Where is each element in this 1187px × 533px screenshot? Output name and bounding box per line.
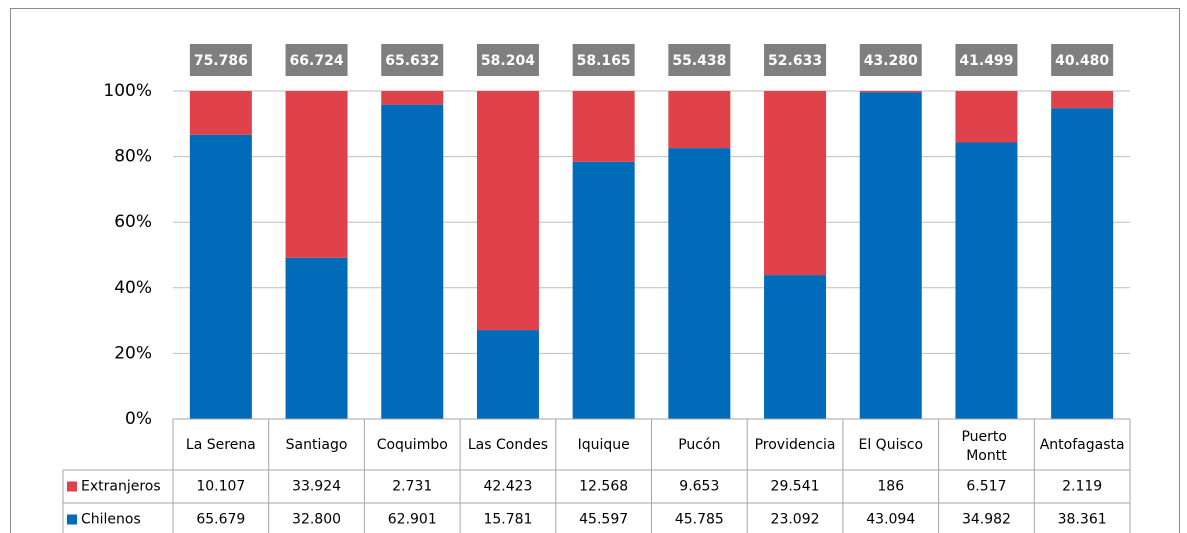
bar-segment — [1051, 108, 1114, 419]
y-tick-label: 0% — [125, 409, 152, 429]
table-cell: 23.092 — [771, 512, 820, 528]
y-tick-label: 80% — [114, 147, 152, 167]
table-cell: 32.800 — [292, 512, 341, 528]
x-tick-label: Santiago — [286, 437, 348, 453]
total-label-box — [1051, 44, 1114, 76]
total-label-box — [476, 44, 539, 76]
table-cell: 186 — [877, 479, 904, 495]
table-cell: 10.107 — [196, 479, 245, 495]
table-cell: 45.785 — [675, 512, 724, 528]
x-tick-label: Pucón — [678, 437, 720, 453]
bar-segment — [189, 134, 252, 419]
total-label: 58.204 — [481, 53, 535, 69]
x-tick-label: Las Condes — [468, 437, 548, 453]
total-label: 43.280 — [864, 53, 918, 69]
bar-segment — [859, 92, 922, 420]
table-cell: 6.517 — [966, 479, 1006, 495]
legend-key — [67, 481, 77, 492]
total-label: 52.633 — [768, 53, 822, 69]
table-cell: 33.924 — [292, 479, 341, 495]
bar-segment — [668, 91, 731, 149]
bar-segment — [764, 91, 827, 276]
x-tick-label: Iquique — [578, 437, 630, 453]
table-cell: 45.597 — [579, 512, 628, 528]
y-tick-label: 40% — [114, 278, 152, 298]
x-tick-label: El Quisco — [858, 437, 923, 453]
bar-segment — [476, 91, 539, 331]
table-cell: 34.982 — [962, 512, 1011, 528]
total-label-box — [189, 44, 252, 76]
legend-key — [67, 514, 77, 525]
total-label: 75.786 — [194, 53, 248, 69]
total-label: 58.165 — [577, 53, 631, 69]
bar-segment — [189, 91, 252, 135]
bar-segment — [764, 275, 827, 419]
bar-segment — [285, 257, 348, 419]
x-tick-label: Coquimbo — [377, 437, 448, 453]
table-cell: 62.901 — [388, 512, 437, 528]
bar-segment — [572, 161, 635, 419]
total-label: 55.438 — [672, 53, 726, 69]
legend-label: Chilenos — [81, 512, 141, 528]
bar-segment — [955, 142, 1018, 419]
total-label-box — [668, 44, 731, 76]
table-cell: 65.679 — [196, 512, 245, 528]
table-cell: 12.568 — [579, 479, 628, 495]
total-label-box — [955, 44, 1018, 76]
x-tick-label: Puerto Montt — [961, 429, 1011, 464]
bar-segment — [285, 91, 348, 258]
table-cell: 29.541 — [771, 479, 820, 495]
y-tick-label: 100% — [103, 81, 152, 101]
total-label: 66.724 — [290, 53, 344, 69]
table-cell: 2.119 — [1062, 479, 1102, 495]
bar-segment — [859, 91, 922, 93]
table-cell: 38.361 — [1058, 512, 1107, 528]
total-label-box — [285, 44, 348, 76]
bar-segment — [1051, 91, 1114, 109]
total-label: 40.480 — [1055, 53, 1109, 69]
x-tick-label: Providencia — [755, 437, 836, 453]
bar-segment — [381, 91, 444, 105]
bar-segment — [668, 148, 731, 419]
total-label: 41.499 — [959, 53, 1013, 69]
bar-segment — [572, 91, 635, 162]
x-tick-label: La Serena — [186, 437, 256, 453]
legend-label: Extranjeros — [81, 479, 161, 495]
table-cell: 42.423 — [483, 479, 532, 495]
total-label-box — [381, 44, 444, 76]
bar-segment — [381, 104, 444, 419]
table-cell: 15.781 — [483, 512, 532, 528]
bar-segment — [476, 330, 539, 419]
total-label-box — [859, 44, 922, 76]
y-tick-label: 60% — [114, 212, 152, 232]
total-label-box — [572, 44, 635, 76]
table-cell: 9.653 — [679, 479, 719, 495]
table-cell: 2.731 — [392, 479, 432, 495]
table-cell: 43.094 — [866, 512, 915, 528]
bar-segment — [955, 91, 1018, 143]
y-tick-label: 20% — [114, 343, 152, 363]
x-tick-label: Antofagasta — [1040, 437, 1125, 453]
total-label-box — [764, 44, 827, 76]
total-label: 65.632 — [385, 53, 439, 69]
